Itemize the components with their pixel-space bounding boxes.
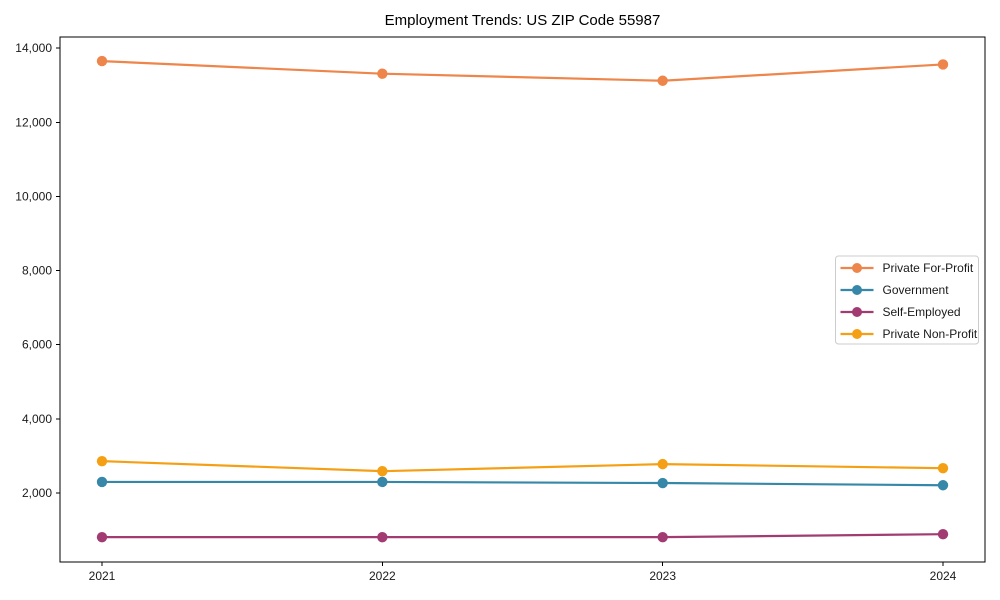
legend-label: Private For-Profit [883,261,974,275]
plot-border [59,36,986,563]
data-point-private-non-profit-2021 [96,455,108,467]
data-point-self-employed-2021 [96,531,108,543]
legend-entry-private-for-profit: Private For-Profit [840,261,974,275]
legend-entry-self-employed: Self-Employed [840,305,961,319]
data-point-private-for-profit-2021 [96,55,108,67]
data-point-government-2022 [377,476,388,488]
series-line-private-for-profit [100,59,945,82]
data-point-private-for-profit-2023 [657,75,668,86]
x-tick-label-2023: 2023 [649,569,676,583]
legend-label: Government [883,283,950,297]
plot-area [60,37,985,562]
data-point-private-for-profit-2022 [377,68,388,79]
legend-marker-dot [852,307,862,317]
legend-marker-dot [852,263,862,273]
data-point-self-employed-2024 [937,528,949,540]
y-tick-label: 8,000 [22,264,52,278]
legend-marker-dot [852,329,862,339]
data-point-self-employed-2023 [657,531,668,543]
data-point-private-non-profit-2024 [937,462,949,474]
data-point-government-2024 [937,480,949,491]
legend-marker-dot [852,285,862,295]
data-point-government-2021 [96,476,108,488]
y-tick-label: 12,000 [15,115,52,129]
data-point-self-employed-2022 [377,531,388,543]
y-tick-label: 6,000 [22,338,52,352]
legend-label: Self-Employed [883,305,961,319]
series-line-self-employed [100,533,945,539]
data-point-government-2023 [657,477,668,489]
legend-entry-government: Government [840,283,950,297]
data-point-private-for-profit-2024 [937,59,949,70]
x-tick-label-2022: 2022 [369,569,396,583]
x-tick-label-2024: 2024 [930,569,957,583]
legend-label: Private Non-Profit [883,327,978,341]
y-tick-label: 10,000 [15,189,52,203]
legend-box [835,255,979,345]
legend-entry-private-non-profit: Private Non-Profit [840,327,978,341]
y-tick-label: 2,000 [22,486,52,500]
data-point-private-non-profit-2023 [657,458,668,470]
y-tick-label: 14,000 [15,41,52,55]
x-tick-label-2021: 2021 [89,569,116,583]
series-line-private-non-profit [100,460,945,473]
y-tick-label: 4,000 [22,412,52,426]
chart-title: Employment Trends: US ZIP Code 55987 [384,12,661,29]
series-line-government [100,480,945,487]
data-point-private-non-profit-2022 [377,465,388,477]
